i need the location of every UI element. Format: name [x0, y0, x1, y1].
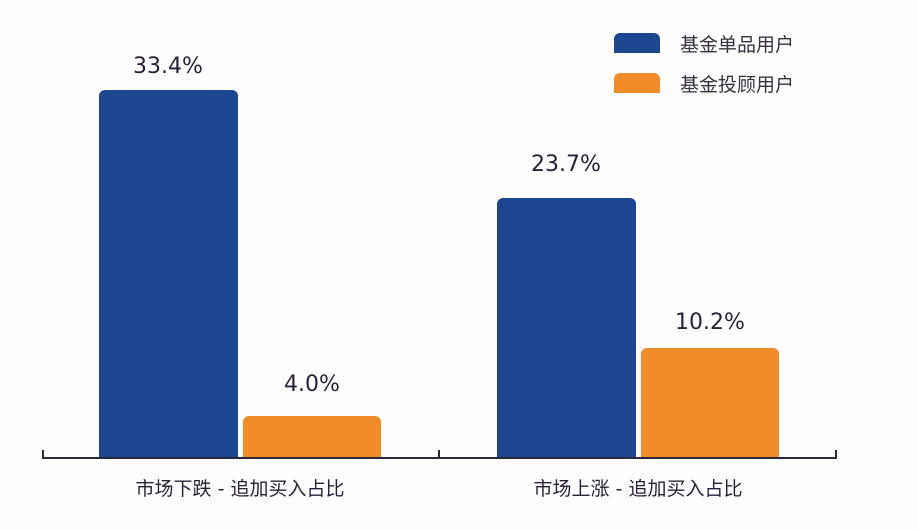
legend-item-single-fund: 基金单品用户: [614, 32, 794, 56]
x-axis: [42, 457, 837, 459]
value-label: 23.7%: [531, 152, 601, 177]
legend-swatch-blue: [614, 33, 660, 53]
value-label: 10.2%: [675, 310, 745, 335]
value-label: 4.0%: [284, 372, 340, 397]
bar-decline-advisory: [243, 416, 381, 458]
value-label: 33.4%: [133, 54, 203, 79]
legend-label: 基金投顾用户: [680, 73, 795, 96]
axis-tick: [438, 450, 440, 458]
legend-swatch-orange: [614, 73, 660, 93]
category-label-decline: 市场下跌 - 追加买入占比: [135, 478, 345, 500]
bar-rise-advisory: [641, 348, 779, 458]
bar-rise-single-fund: [497, 198, 636, 458]
legend-item-advisory: 基金投顾用户: [614, 72, 794, 96]
category-label-rise: 市场上涨 - 追加买入占比: [533, 478, 743, 500]
axis-tick: [835, 450, 837, 458]
axis-tick: [42, 450, 44, 458]
legend-label: 基金单品用户: [680, 33, 795, 56]
bar-decline-single-fund: [99, 90, 238, 458]
